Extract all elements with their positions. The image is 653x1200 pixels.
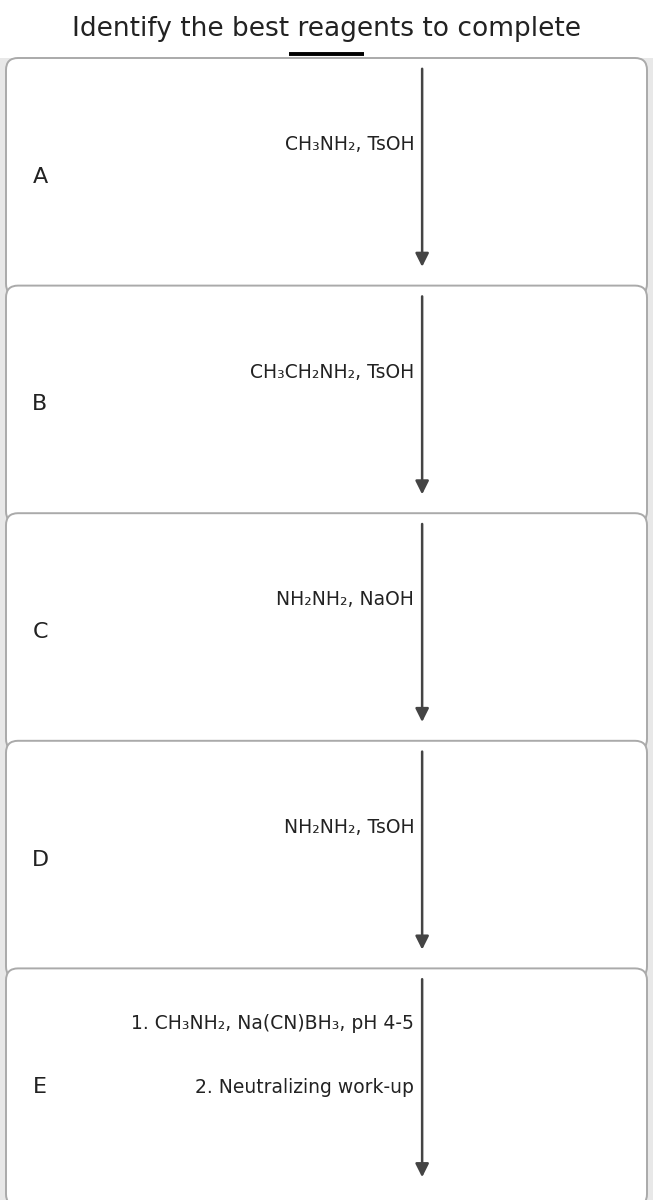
Text: CH₃NH₂, TsOH: CH₃NH₂, TsOH <box>285 136 414 155</box>
Text: E: E <box>33 1078 47 1097</box>
Text: 2. Neutralizing work-up: 2. Neutralizing work-up <box>195 1078 414 1097</box>
FancyBboxPatch shape <box>6 286 647 523</box>
Text: A: A <box>33 167 48 187</box>
Text: NH₂NH₂, TsOH: NH₂NH₂, TsOH <box>283 818 414 838</box>
FancyBboxPatch shape <box>6 514 647 751</box>
FancyBboxPatch shape <box>0 0 653 58</box>
Text: D: D <box>31 850 48 870</box>
Text: Identify the best reagents to complete: Identify the best reagents to complete <box>72 16 581 42</box>
Text: NH₂NH₂, NaOH: NH₂NH₂, NaOH <box>276 590 414 610</box>
FancyBboxPatch shape <box>6 58 647 295</box>
Text: B: B <box>33 395 48 414</box>
FancyBboxPatch shape <box>6 968 647 1200</box>
FancyBboxPatch shape <box>6 740 647 978</box>
Text: CH₃CH₂NH₂, TsOH: CH₃CH₂NH₂, TsOH <box>250 362 414 382</box>
Text: C: C <box>32 622 48 642</box>
Text: 1. CH₃NH₂, Na(CN)BH₃, pH 4-5: 1. CH₃NH₂, Na(CN)BH₃, pH 4-5 <box>131 1014 414 1033</box>
